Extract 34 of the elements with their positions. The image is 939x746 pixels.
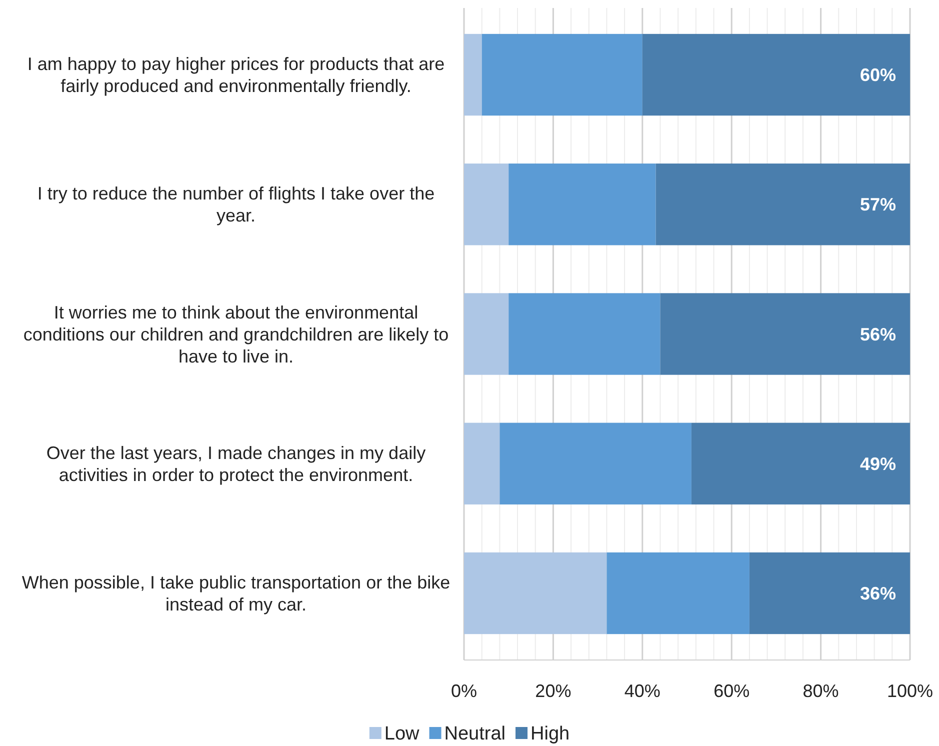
y-tick-label: Over the last years, I made changes in my daily activities in order to protect the environment. (46, 442, 426, 485)
bar (482, 34, 642, 116)
data-label: 60% (860, 65, 896, 86)
bar (464, 293, 509, 375)
y-tick-label: When possible, I take public transportation or the bike instead of my car. (22, 572, 450, 615)
bar (691, 422, 910, 504)
bar (464, 164, 509, 246)
x-tick-label: 60% (714, 680, 750, 701)
x-tick-label: 40% (624, 680, 660, 701)
x-tick-label: 0% (450, 680, 478, 701)
bar (508, 293, 660, 375)
bar (464, 552, 607, 634)
x-tick-label: 20% (535, 680, 572, 701)
data-label: 36% (860, 584, 896, 604)
x-tick-label: 100% (886, 680, 934, 701)
x-tick-label: 80% (802, 680, 839, 701)
data-label: 56% (860, 324, 896, 344)
legend-label: Low (384, 724, 420, 745)
bar (660, 293, 910, 375)
y-tick-label: I am happy to pay higher prices for products that are fairly produced and environmentally friendly. (27, 54, 445, 96)
bar (749, 552, 910, 634)
bar (500, 422, 692, 504)
bar (464, 34, 482, 116)
bar (656, 164, 910, 246)
data-label: 57% (860, 194, 896, 215)
bar (642, 34, 910, 116)
y-tick-label: It worries me to think about the environmental conditions our children and grandchildren are likely to have to live in. (23, 302, 449, 366)
data-label: 49% (860, 454, 896, 474)
bar (606, 552, 750, 634)
bar (508, 164, 656, 246)
legend-label: High (530, 724, 570, 745)
bar (464, 422, 500, 504)
legend-label: Neutral (444, 724, 506, 745)
y-tick-label: I try to reduce the number of flights I take over the year. (37, 184, 435, 226)
